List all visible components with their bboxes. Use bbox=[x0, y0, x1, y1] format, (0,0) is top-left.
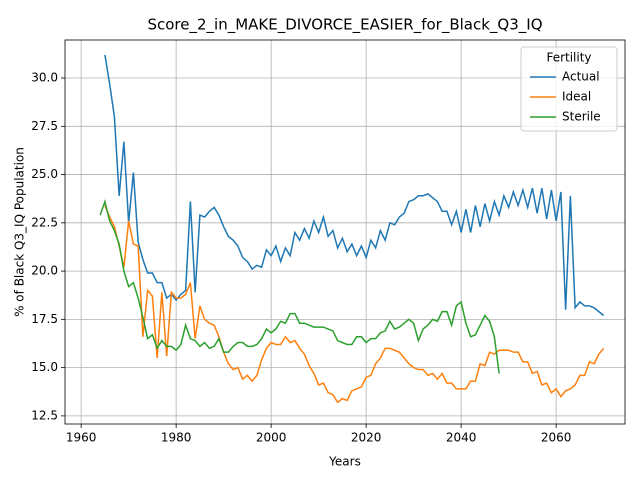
y-tick-label: 25.0 bbox=[31, 167, 58, 181]
x-tick-label: 1960 bbox=[66, 431, 97, 445]
plot-frame bbox=[64, 39, 626, 425]
y-tick-label: 20.0 bbox=[31, 264, 58, 278]
y-axis-label: % of Black Q3_IQ Population bbox=[13, 147, 27, 317]
x-tick-label: 2020 bbox=[351, 431, 382, 445]
x-axis-label: Years bbox=[328, 455, 361, 469]
legend-label: Sterile bbox=[562, 110, 601, 124]
data-line bbox=[104, 205, 605, 404]
x-tick-label: 2060 bbox=[541, 431, 572, 445]
legend-box bbox=[520, 46, 618, 132]
y-tick-label: 17.5 bbox=[31, 312, 58, 326]
x-tick-label: 2000 bbox=[256, 431, 287, 445]
y-tick-label: 22.5 bbox=[31, 215, 58, 229]
y-tick-label: 27.5 bbox=[31, 119, 58, 133]
legend-title: Fertility bbox=[546, 51, 591, 65]
data-line bbox=[99, 198, 500, 374]
legend-label: Actual bbox=[562, 70, 600, 84]
y-tick-label: 12.5 bbox=[31, 408, 58, 422]
legend-label: Ideal bbox=[562, 90, 591, 104]
chart-title: Score_2_in_MAKE_DIVORCE_EASIER_for_Black… bbox=[147, 16, 542, 35]
data-line bbox=[104, 54, 605, 317]
x-tick-label: 1980 bbox=[161, 431, 192, 445]
y-tick-label: 15.0 bbox=[31, 360, 58, 374]
y-tick-label: 30.0 bbox=[31, 71, 58, 85]
x-tick-label: 2040 bbox=[446, 431, 477, 445]
